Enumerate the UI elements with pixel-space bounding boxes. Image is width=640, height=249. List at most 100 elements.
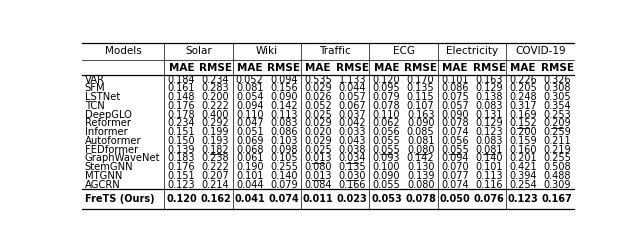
Text: 0.184: 0.184 <box>168 75 195 85</box>
Text: 0.011: 0.011 <box>303 194 333 204</box>
Text: 0.305: 0.305 <box>543 92 571 102</box>
Text: 0.068: 0.068 <box>236 145 264 155</box>
Text: 0.038: 0.038 <box>339 145 366 155</box>
Text: 0.074: 0.074 <box>441 127 468 137</box>
Text: Models: Models <box>104 47 141 57</box>
Text: 0.080: 0.080 <box>305 162 332 172</box>
Text: MAE: MAE <box>237 62 262 73</box>
Text: 0.234: 0.234 <box>202 75 229 85</box>
Text: 0.138: 0.138 <box>476 92 503 102</box>
Text: 0.205: 0.205 <box>509 83 537 93</box>
Text: 0.080: 0.080 <box>407 145 435 155</box>
Text: 0.052: 0.052 <box>304 101 332 111</box>
Text: 0.163: 0.163 <box>476 75 503 85</box>
Text: 0.079: 0.079 <box>372 92 400 102</box>
Text: 0.101: 0.101 <box>236 171 264 181</box>
Text: StemGNN: StemGNN <box>84 162 133 172</box>
Text: 0.199: 0.199 <box>202 127 229 137</box>
Text: 0.178: 0.178 <box>168 110 195 120</box>
Text: 0.034: 0.034 <box>339 153 366 163</box>
Text: MAE: MAE <box>168 62 194 73</box>
Text: 0.094: 0.094 <box>270 75 298 85</box>
Text: 0.083: 0.083 <box>476 101 503 111</box>
Text: 0.176: 0.176 <box>168 162 195 172</box>
Text: 0.062: 0.062 <box>372 119 400 128</box>
Text: 0.053: 0.053 <box>371 194 402 204</box>
Text: 0.130: 0.130 <box>407 162 435 172</box>
Text: 0.020: 0.020 <box>304 127 332 137</box>
Text: 0.182: 0.182 <box>202 145 229 155</box>
Text: 0.163: 0.163 <box>407 110 435 120</box>
Text: 0.234: 0.234 <box>168 119 195 128</box>
Text: 0.080: 0.080 <box>407 180 435 190</box>
Text: 0.070: 0.070 <box>441 162 468 172</box>
Text: 0.081: 0.081 <box>407 136 435 146</box>
Text: RMSE: RMSE <box>541 62 574 73</box>
Text: 0.093: 0.093 <box>372 153 400 163</box>
Text: 0.150: 0.150 <box>168 136 195 146</box>
Text: 0.535: 0.535 <box>304 75 332 85</box>
Text: 0.248: 0.248 <box>509 92 537 102</box>
Text: 0.074: 0.074 <box>269 194 300 204</box>
Text: Solar: Solar <box>185 47 212 57</box>
Text: 0.044: 0.044 <box>339 83 366 93</box>
Text: 0.090: 0.090 <box>441 110 468 120</box>
Text: 0.190: 0.190 <box>236 162 264 172</box>
Text: 0.120: 0.120 <box>166 194 196 204</box>
Text: 0.255: 0.255 <box>270 162 298 172</box>
Text: 0.029: 0.029 <box>304 119 332 128</box>
Text: 0.326: 0.326 <box>543 75 571 85</box>
Text: 0.354: 0.354 <box>543 101 571 111</box>
Text: 0.044: 0.044 <box>236 180 264 190</box>
Text: FEDformer: FEDformer <box>84 145 138 155</box>
Text: 0.421: 0.421 <box>509 162 537 172</box>
Text: 0.025: 0.025 <box>304 110 332 120</box>
Text: 0.033: 0.033 <box>339 127 366 137</box>
Text: 0.052: 0.052 <box>236 75 264 85</box>
Text: 0.129: 0.129 <box>475 119 503 128</box>
Text: 0.142: 0.142 <box>270 101 298 111</box>
Text: RMSE: RMSE <box>472 62 506 73</box>
Text: 0.057: 0.057 <box>441 101 468 111</box>
Text: 0.200: 0.200 <box>509 127 537 137</box>
Text: 0.013: 0.013 <box>305 171 332 181</box>
Text: Informer: Informer <box>84 127 127 137</box>
Text: SFM: SFM <box>84 83 105 93</box>
Text: 0.083: 0.083 <box>270 119 298 128</box>
Text: 0.159: 0.159 <box>509 136 537 146</box>
Text: 0.029: 0.029 <box>304 83 332 93</box>
Text: 0.078: 0.078 <box>405 194 436 204</box>
Text: 0.055: 0.055 <box>372 145 401 155</box>
Text: COVID-19: COVID-19 <box>515 47 566 57</box>
Text: AGCRN: AGCRN <box>84 180 120 190</box>
Text: 1.133: 1.133 <box>339 75 366 85</box>
Text: 0.047: 0.047 <box>236 119 264 128</box>
Text: 0.100: 0.100 <box>372 162 400 172</box>
Text: 0.013: 0.013 <box>305 153 332 163</box>
Text: 0.098: 0.098 <box>270 145 298 155</box>
Text: 0.123: 0.123 <box>508 194 538 204</box>
Text: 0.103: 0.103 <box>270 136 298 146</box>
Text: 0.120: 0.120 <box>372 75 400 85</box>
Text: 0.101: 0.101 <box>476 162 503 172</box>
Text: MAE: MAE <box>511 62 536 73</box>
Text: ECG: ECG <box>392 47 415 57</box>
Text: 0.056: 0.056 <box>441 136 468 146</box>
Text: 0.183: 0.183 <box>168 153 195 163</box>
Text: 0.076: 0.076 <box>474 194 504 204</box>
Text: 0.222: 0.222 <box>202 101 230 111</box>
Text: Reformer: Reformer <box>84 119 131 128</box>
Text: RMSE: RMSE <box>336 62 369 73</box>
Text: VAR: VAR <box>84 75 105 85</box>
Text: 0.086: 0.086 <box>441 83 468 93</box>
Text: 0.075: 0.075 <box>441 92 468 102</box>
Text: 0.292: 0.292 <box>202 119 230 128</box>
Text: 0.162: 0.162 <box>200 194 231 204</box>
Text: 0.101: 0.101 <box>441 75 468 85</box>
Text: 0.043: 0.043 <box>339 136 366 146</box>
Text: 0.094: 0.094 <box>441 153 468 163</box>
Text: 0.116: 0.116 <box>476 180 503 190</box>
Text: 0.207: 0.207 <box>202 171 230 181</box>
Text: 0.023: 0.023 <box>337 194 367 204</box>
Text: 0.129: 0.129 <box>475 83 503 93</box>
